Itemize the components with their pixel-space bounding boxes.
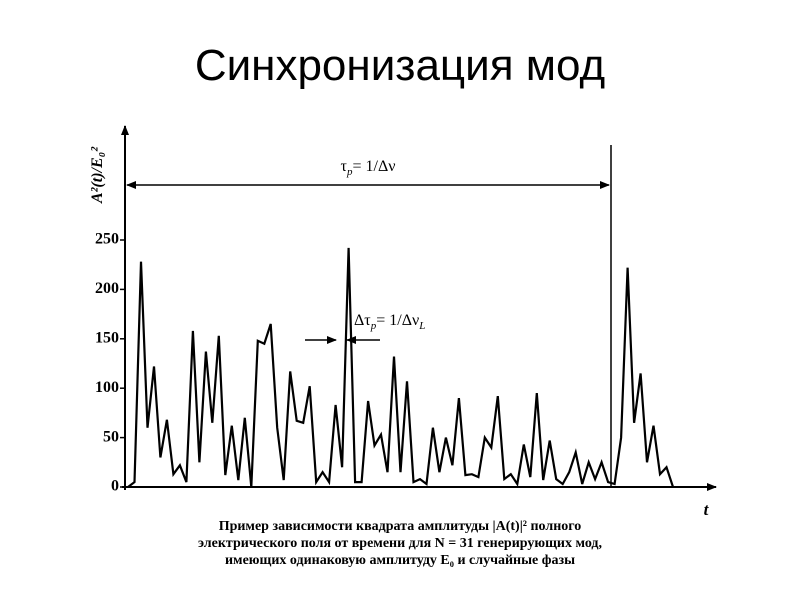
annotation-part: = 1/Δν [352,158,395,175]
annotation-subscript: L [418,320,425,332]
annotation-subscript: p [346,166,353,178]
caption-line: электрического поля от времени для N = 3… [198,536,602,551]
y-tick-label: 50 [103,428,119,445]
y-tick-label: 150 [95,329,119,346]
y-tick-label: 0 [111,478,119,495]
y-tick-label: 100 [95,379,119,396]
caption: Пример зависимости квадрата амплитуды |A… [198,519,602,568]
caption-line: Пример зависимости квадрата амплитуды |A… [219,519,582,534]
annotation: τp= 1/Δν [341,158,396,178]
y-tick-label: 200 [95,280,119,297]
caption-line: имеющих одинаковую амплитуду E₀ и случай… [225,553,575,568]
y-axis-label: A²(t)/E₀² [89,146,106,204]
data-line [127,247,675,488]
annotation-part: = 1/Δν [376,312,419,329]
annotation: Δτp= 1/ΔνL [354,312,425,332]
slide-title: Синхронизация мод [195,41,605,90]
annotation-subscript: p [370,320,377,332]
annotation-part: Δτ [354,312,371,329]
annotation-part: τ [341,158,348,175]
y-tick-label: 250 [95,231,119,248]
x-axis-label: t [704,500,710,519]
